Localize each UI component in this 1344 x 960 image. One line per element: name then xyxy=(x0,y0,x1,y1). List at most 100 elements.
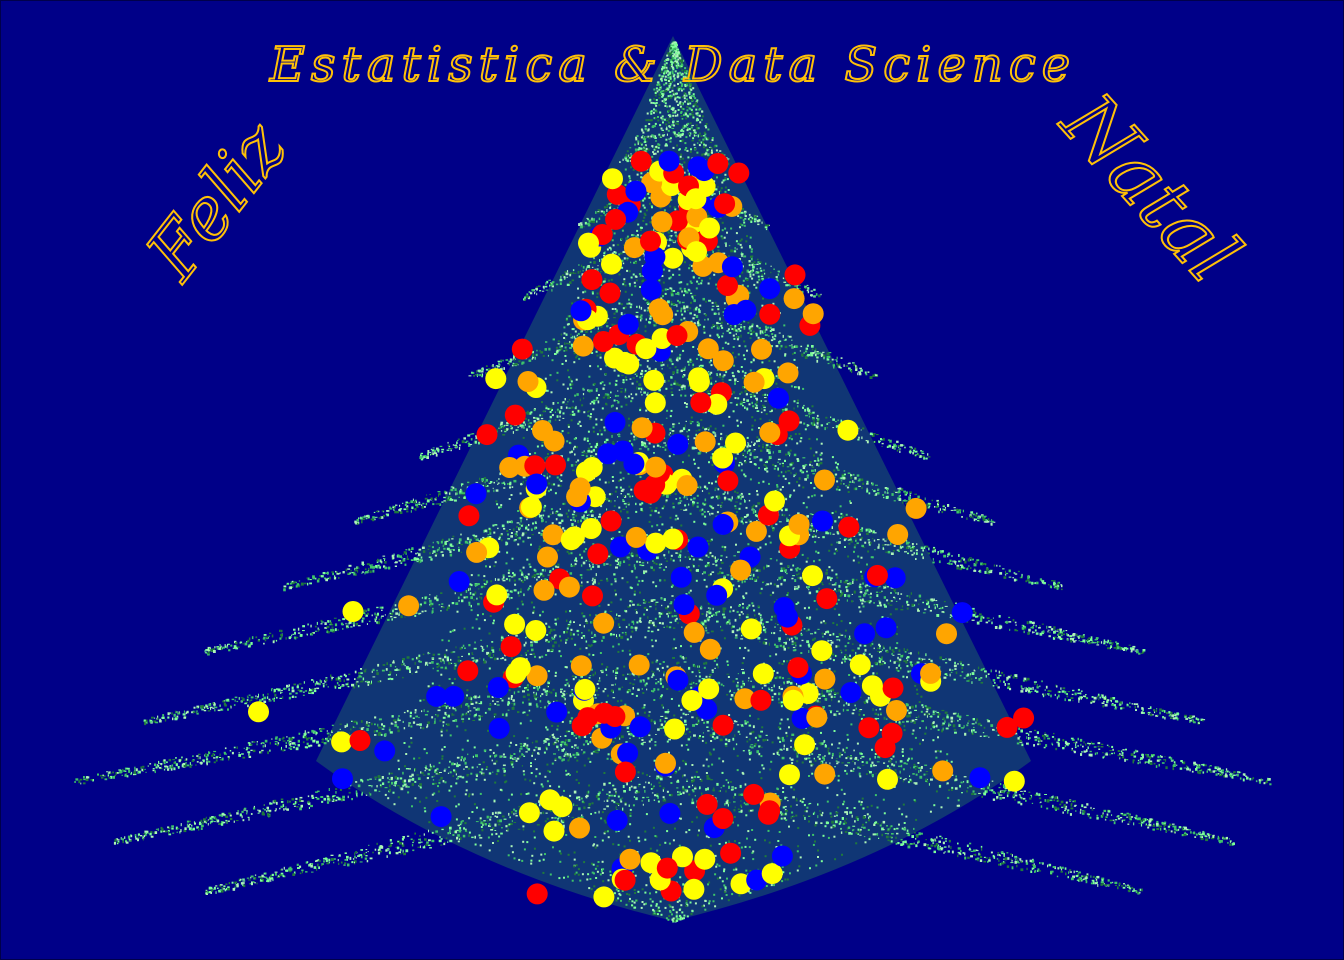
ornament-ball-red xyxy=(717,275,738,296)
ornament-ball-blue xyxy=(487,677,509,698)
ornament-ball-red xyxy=(882,677,904,699)
ornament-ball-orange xyxy=(730,559,752,581)
ornament-ball-yellow xyxy=(543,820,565,842)
title-text: Estatistica & Data Science xyxy=(269,37,1076,93)
ornament-ball-blue xyxy=(546,701,568,723)
ornament-ball-red xyxy=(666,325,688,346)
ornament-ball-yellow xyxy=(635,338,657,360)
ornament-ball-yellow xyxy=(539,789,561,811)
ornament-ball-orange xyxy=(466,541,488,563)
ornament-ball-yellow xyxy=(504,613,526,635)
ornament-ball-red xyxy=(858,717,880,739)
ornament-ball-orange xyxy=(920,662,942,684)
ornament-ball-red xyxy=(717,470,739,492)
ornament-ball-yellow xyxy=(662,247,684,269)
ornament-ball-blue xyxy=(426,685,448,707)
ornament-ball-yellow xyxy=(681,690,703,711)
ornament-ball-red xyxy=(526,883,548,905)
ornament-ball-blue xyxy=(771,845,793,867)
ornament-ball-red xyxy=(787,657,809,679)
ornament-ball-blue xyxy=(430,806,452,828)
ornament-ball-yellow xyxy=(525,620,547,641)
ornament-ball-red xyxy=(838,516,860,538)
ornament-ball-blue xyxy=(687,536,709,558)
ornament-ball-orange xyxy=(537,546,558,568)
ornament-ball-orange xyxy=(652,304,674,326)
ornament-ball-orange xyxy=(619,848,641,870)
ornament-ball-orange xyxy=(751,338,772,360)
ornament-ball-orange xyxy=(734,688,756,710)
ornament-ball-red xyxy=(656,857,678,879)
ornament-ball-yellow xyxy=(699,217,720,239)
ornament-ball-blue xyxy=(606,809,628,831)
ornament-ball-blue xyxy=(443,685,465,707)
ornament-ball-red xyxy=(666,210,688,232)
ornament-ball-blue xyxy=(658,150,680,172)
ornament-ball-orange xyxy=(783,288,805,310)
ornament-ball-blue xyxy=(673,594,695,616)
ornament-ball-blue xyxy=(570,300,592,322)
ornament-ball-red xyxy=(1013,707,1035,729)
ornament-ball-orange xyxy=(788,513,810,535)
ornament-ball-orange xyxy=(802,303,824,325)
ornament-ball-red xyxy=(599,282,621,304)
ornament-ball-blue xyxy=(488,717,510,739)
ornament-ball-yellow xyxy=(683,878,705,900)
ornament-ball-red xyxy=(600,510,622,532)
ornament-ball-yellow xyxy=(593,886,615,908)
ornament-ball-yellow xyxy=(602,168,623,190)
ornament-ball-yellow xyxy=(672,846,693,868)
ornament-ball-yellow xyxy=(861,675,883,697)
ornament-ball-red xyxy=(604,706,626,727)
ornament-ball-orange xyxy=(651,211,673,233)
ornament-ball-blue xyxy=(448,571,470,592)
ornament-ball-orange xyxy=(806,706,828,728)
ornament-ball-blue xyxy=(610,536,631,558)
ornament-ball-yellow xyxy=(580,518,602,539)
ornament-ball-red xyxy=(640,230,661,252)
ornament-ball-red xyxy=(816,588,838,610)
ornament-ball-yellow xyxy=(644,392,666,414)
ornament-ball-yellow xyxy=(849,654,871,676)
ornament-ball-red xyxy=(511,338,533,360)
ornament-ball-blue xyxy=(884,567,906,589)
ornament-ball-yellow xyxy=(520,496,542,518)
ornament-ball-red xyxy=(476,424,498,446)
ornament-ball-yellow xyxy=(694,848,716,870)
ornament-ball-blue xyxy=(640,279,662,301)
ornament-ball-orange xyxy=(398,595,420,617)
ornament-ball-red xyxy=(750,689,772,711)
ornament-ball-orange xyxy=(697,338,719,360)
ornament-ball-blue xyxy=(721,256,743,278)
ornament-ball-yellow xyxy=(877,768,898,790)
ornament-ball-orange xyxy=(623,237,645,259)
ornament-ball-yellow xyxy=(518,802,540,824)
ornament-ball-blue xyxy=(706,584,728,606)
ornament-ball-yellow xyxy=(794,734,816,756)
ornament-ball-yellow xyxy=(752,663,774,685)
ornament-ball-orange xyxy=(814,763,836,785)
ornament-ball-red xyxy=(587,543,609,565)
ornament-ball-yellow xyxy=(740,618,762,640)
ornament-ball-blue xyxy=(629,716,651,738)
ornament-ball-red xyxy=(457,660,479,682)
ornament-ball-red xyxy=(349,730,371,751)
ornament-ball-yellow xyxy=(643,369,665,391)
ornament-ball-yellow xyxy=(837,419,859,441)
ornament-ball-yellow xyxy=(509,657,531,679)
ornament-ball-orange xyxy=(676,475,698,496)
ornament-ball-blue xyxy=(951,602,973,624)
ornament-ball-blue xyxy=(597,443,619,465)
ornament-ball-orange xyxy=(569,817,590,839)
ornament-ball-yellow xyxy=(664,718,686,740)
ornament-ball-yellow xyxy=(662,528,684,550)
ornament-ball-yellow xyxy=(712,447,734,469)
ornament-ball-yellow xyxy=(563,526,585,548)
ornament-ball-blue xyxy=(712,513,734,535)
ornament-ball-yellow xyxy=(1003,770,1025,792)
ornament-ball-yellow xyxy=(782,689,804,711)
ornament-ball-blue xyxy=(659,802,681,824)
ornament-ball-blue xyxy=(526,473,548,495)
